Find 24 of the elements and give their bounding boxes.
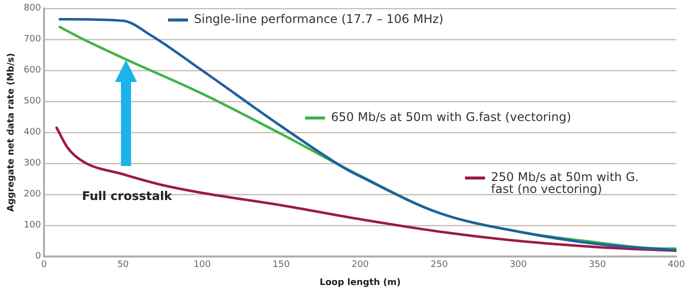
x-axis-title: Loop length (m) (320, 278, 401, 288)
y-axis-title: Aggregate net data rate (Mb/s) (6, 53, 17, 212)
x-tick-label: 300 (510, 260, 528, 270)
y-tick-label: 700 (24, 34, 42, 45)
x-tick-label: 100 (193, 260, 211, 270)
x-tick-label: 50 (117, 260, 130, 270)
y-tick-label: 100 (24, 220, 42, 231)
y-tick-label: 400 (24, 128, 42, 138)
x-tick-label: 400 (668, 260, 686, 270)
line-series (55, 126, 676, 252)
y-tick-label: 500 (24, 96, 42, 107)
y-tick-label: 0 (35, 252, 42, 262)
x-tick-label: 200 (352, 260, 370, 270)
y-tick-label: 800 (24, 4, 42, 14)
x-tick-label: 250 (430, 260, 448, 270)
y-tick-label: 200 (24, 190, 42, 200)
legend-label: 250 Mb/s at 50m with G. fast (no vectoring) (491, 170, 639, 196)
x-tick-label: 150 (272, 260, 290, 270)
annotation: Full crosstalk (82, 189, 174, 204)
legend-label: Single-line performance (17.7 – 106 MHz) (194, 12, 444, 26)
y-tick-label: 300 (24, 158, 42, 169)
legend-label: 650 Mb/s at 50m with G.fast (vectoring) (331, 110, 572, 124)
x-tick-label: 350 (588, 260, 606, 270)
y-tick-label: 600 (24, 66, 42, 76)
